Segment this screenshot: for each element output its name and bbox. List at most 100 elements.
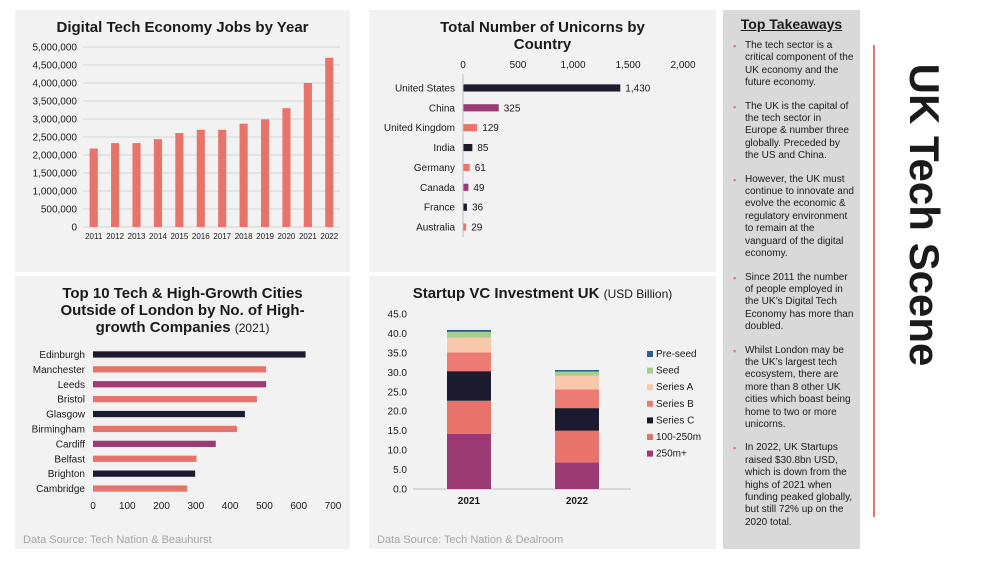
x-tick-label: 700: [325, 501, 342, 512]
bar-2018: [239, 123, 248, 227]
category-label: Cardiff: [56, 439, 85, 450]
category-label: United States: [395, 83, 455, 94]
x-tick-label: 200: [153, 501, 170, 512]
category-label: Australia: [416, 223, 455, 234]
takeaway-item: ▪ However, the UK must continue to innova…: [733, 174, 854, 261]
legend-swatch: [647, 450, 653, 457]
takeaway-text: The UK is the capital of the tech sector…: [745, 100, 849, 162]
y-tick-label: 40.0: [388, 329, 408, 340]
bar-leeds: [93, 381, 267, 388]
y-tick-label: 35.0: [388, 348, 408, 359]
takeaway-item: ▪ The tech sector is a critical component…: [733, 40, 854, 90]
source-note-left: Data Source: Tech Nation & Beauhurst: [23, 534, 212, 546]
bar-segment-2021-pre-seed: [447, 329, 491, 332]
data-label: 29: [471, 223, 483, 234]
bar-canada: [463, 183, 469, 191]
y-tick-label: 4,000,000: [33, 79, 78, 90]
vc-chart-panel: Startup VC Investment UK (USD Billion) 0…: [369, 276, 716, 549]
x-tick-label: 2021: [299, 232, 317, 241]
legend-label: 250m+: [656, 449, 687, 460]
side-title: UK Tech Scene: [901, 63, 948, 367]
category-label: France: [424, 203, 456, 214]
bar-segment-2021-series-b: [447, 352, 491, 372]
bar-edinburgh: [93, 351, 306, 358]
takeaways-list: ▪ The tech sector is a critical component…: [723, 40, 860, 529]
category-label: India: [433, 143, 455, 154]
bar-2022: [325, 57, 334, 227]
bar-segment-2022-series-c: [555, 408, 599, 431]
category-label: Cambridge: [36, 484, 85, 495]
cities-chart: Edinburgh Manchester Leeds Bristol Glasgow Bi…: [32, 350, 342, 512]
category-label: China: [429, 103, 456, 114]
source-note-right: Data Source: Tech Nation & Dealroom: [377, 534, 564, 546]
x-tick-label: 400: [222, 501, 239, 512]
takeaway-item: ▪ The UK is the capital of the tech secto…: [733, 101, 854, 163]
legend-swatch: [647, 351, 653, 357]
bar-segment-2021-series-c: [447, 371, 491, 401]
takeaways-heading: Top Takeaways: [740, 16, 843, 32]
bullet-icon: ▪: [733, 443, 737, 454]
y-tick-label: 5,000,000: [33, 43, 78, 54]
takeaway-text: However, the UK must continue to innovat…: [745, 173, 854, 260]
y-tick-label: 3,000,000: [33, 115, 78, 126]
bar-france: [463, 203, 467, 211]
data-label: 36: [472, 203, 484, 214]
y-tick-label: 25.0: [388, 387, 408, 398]
bar-australia: [463, 223, 467, 231]
category-label: Glasgow: [46, 410, 86, 421]
bullet-icon: ▪: [733, 345, 737, 356]
bar-germany: [463, 163, 470, 172]
bar-united-states: [463, 84, 621, 92]
y-tick-label: 0: [71, 223, 77, 234]
x-tick-label: 2016: [192, 232, 210, 241]
bar-2015: [175, 133, 184, 227]
bar-2016: [196, 129, 205, 227]
unicorns-chart-title: Total Number of Unicorns by Country: [369, 19, 716, 53]
vc-chart-title: Startup VC Investment UK (USD Billion): [369, 285, 716, 303]
x-tick-label: 2014: [149, 232, 167, 241]
x-tick-label: 2015: [170, 232, 188, 241]
y-tick-label: 500,000: [41, 205, 78, 216]
legend-swatch: [647, 400, 653, 407]
category-label: Manchester: [33, 365, 86, 376]
vc-chart: 0.0 5.0 10.0 15.0 20.0 25.0 30.0 35.0 40.0 45.0 20…: [388, 310, 702, 508]
bar-segment-2021-250m+: [447, 433, 491, 489]
y-tick-label: 20.0: [388, 407, 408, 418]
y-tick-label: 5.0: [393, 465, 407, 476]
bar-segment-2022-250m+: [555, 462, 599, 489]
data-label: 61: [475, 163, 487, 174]
bullet-icon: ▪: [733, 272, 737, 283]
unicorns-chart-title-text: Total Number of Unicorns by Country: [440, 19, 645, 53]
cities-chart-title-text: Top 10 Tech & High-Growth Cities Outside…: [60, 285, 305, 336]
bullet-icon: ▪: [733, 174, 737, 185]
bar-india: [463, 143, 473, 152]
legend-swatch: [647, 434, 653, 440]
y-tick-label: 2,500,000: [33, 133, 78, 144]
category-label: Belfast: [54, 454, 85, 465]
bar-segment-2022-series-a: [555, 375, 599, 390]
bar-2013: [132, 143, 141, 227]
legend-label: Seed: [656, 366, 679, 377]
legend-label: Series A: [656, 382, 694, 393]
y-tick-label: 10.0: [388, 446, 408, 457]
category-label: Birmingham: [32, 424, 85, 435]
x-tick-label: 2018: [235, 232, 253, 241]
legend-swatch: [647, 367, 653, 374]
bar-2021: [303, 83, 312, 227]
y-tick-label: 4,500,000: [33, 61, 78, 72]
bar-2017: [218, 129, 227, 227]
bar-belfast: [93, 455, 197, 462]
vc-chart-title-suffix: (USD Billion): [603, 287, 673, 301]
x-tick-label: 2017: [213, 232, 231, 241]
jobs-chart-title: Digital Tech Economy Jobs by Year: [56, 19, 309, 36]
cities-chart-title-suffix: (2021): [234, 321, 270, 335]
x-tick-label: 2022: [566, 496, 589, 507]
takeaway-text: Whilst London may be the UK’s largest te…: [745, 344, 851, 430]
y-tick-label: 1,000,000: [33, 187, 78, 198]
legend-label: Series C: [656, 415, 694, 426]
bar-birmingham: [93, 425, 237, 433]
bar-glasgow: [93, 410, 245, 418]
legend-label: 100-250m: [656, 432, 701, 443]
x-tick-label: 0: [460, 60, 466, 71]
takeaway-text: In 2022, UK Startups raised $30.8bn USD,…: [745, 442, 853, 528]
